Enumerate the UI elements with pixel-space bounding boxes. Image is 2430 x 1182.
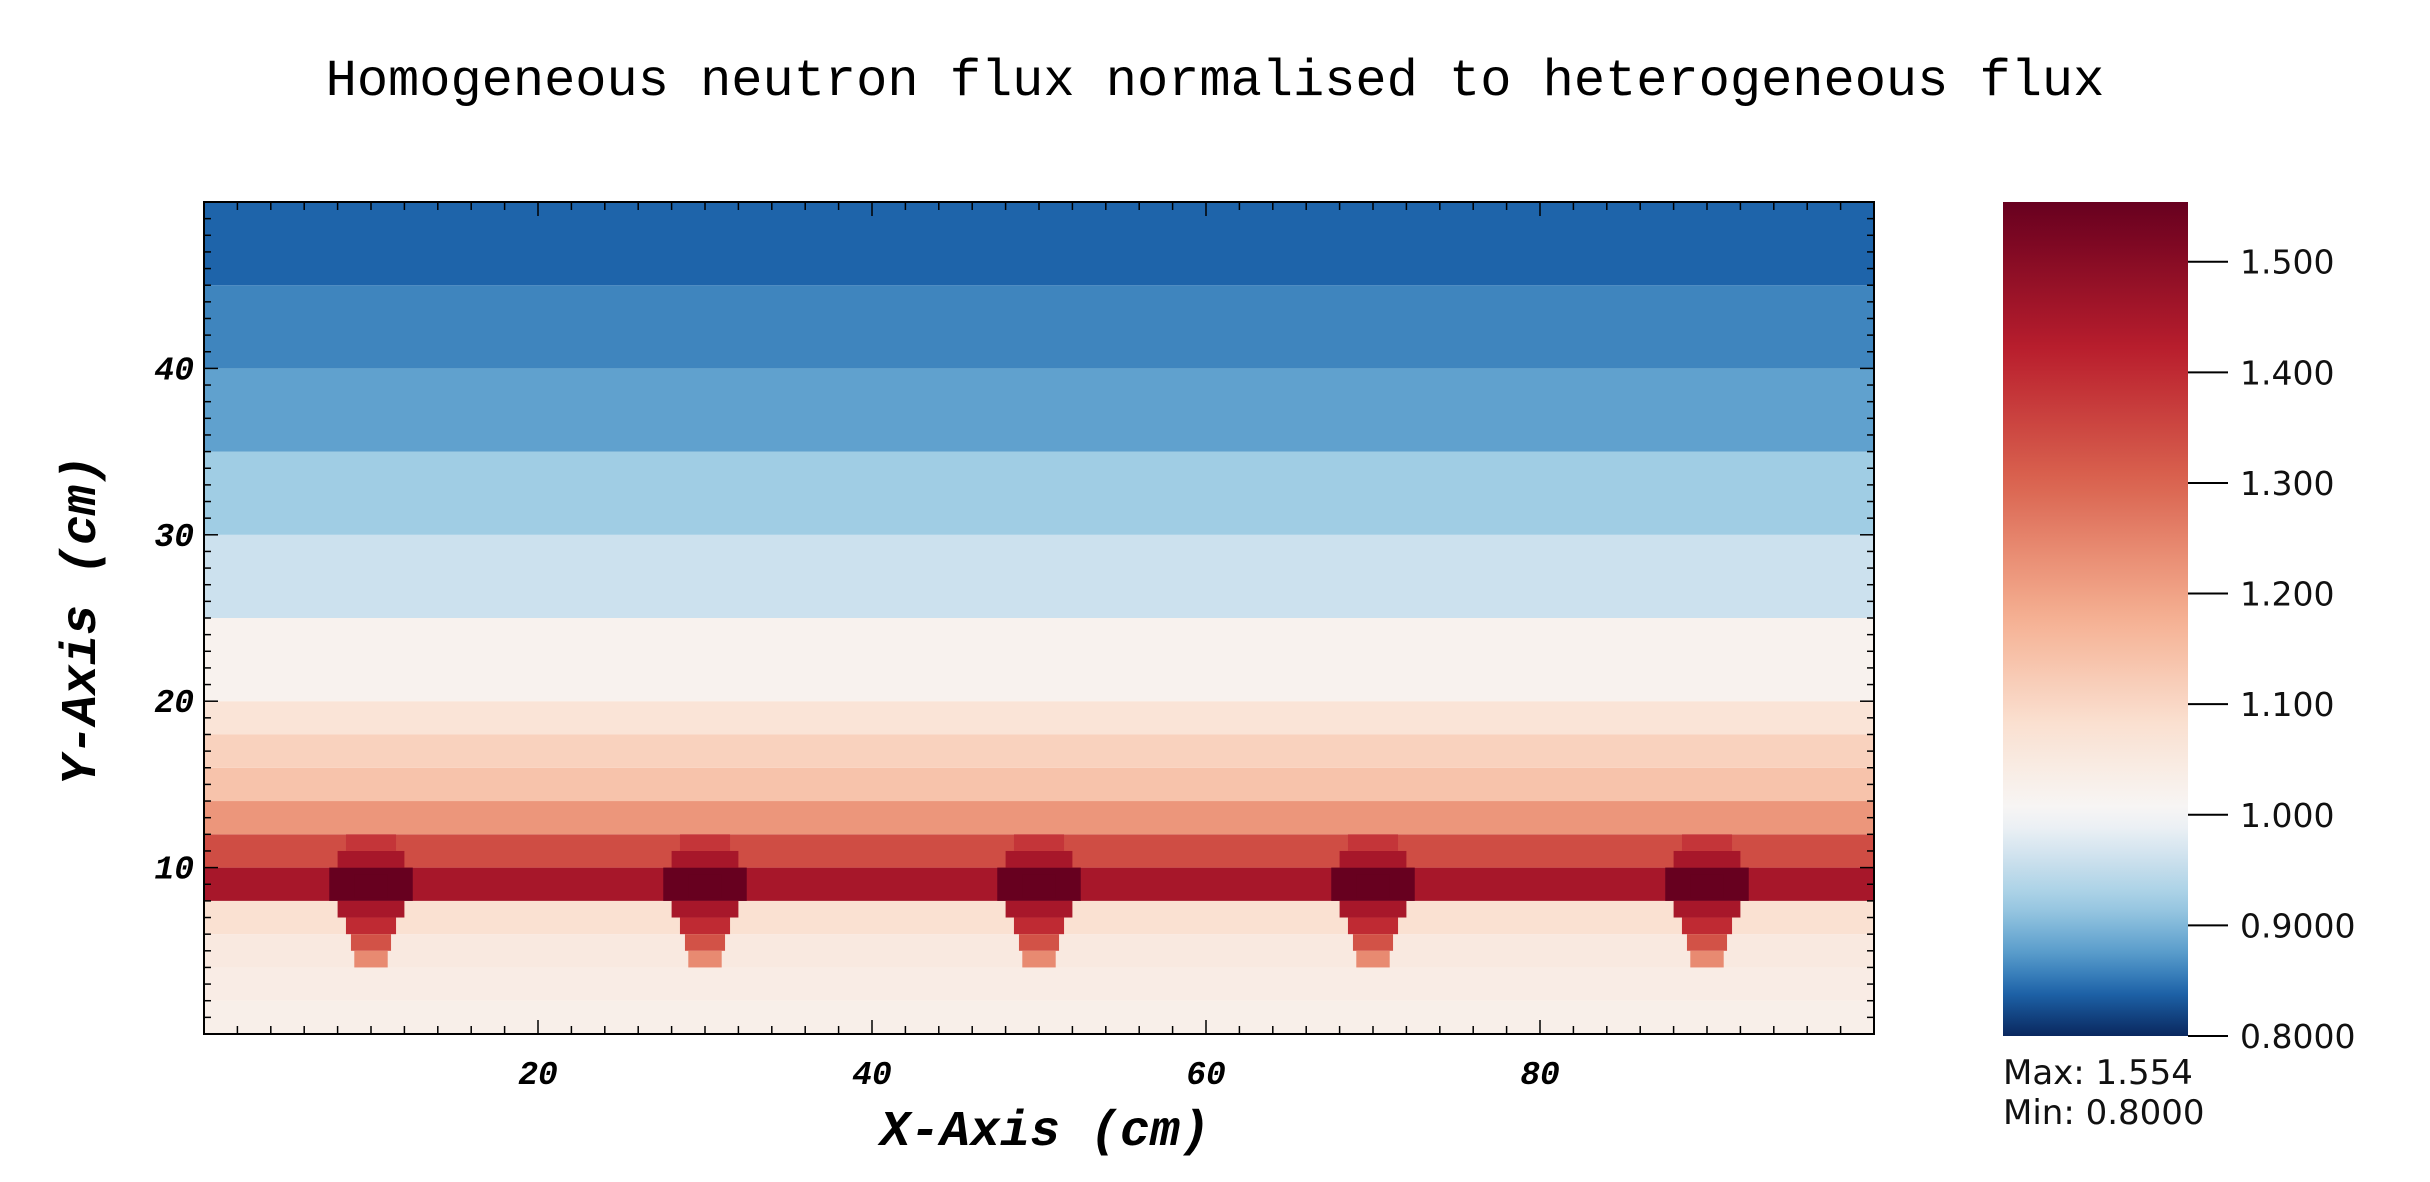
heatmap-band-7	[204, 767, 1874, 802]
y-tick-label: 10	[154, 852, 194, 889]
heatmap-band-8	[204, 734, 1874, 768]
hotspot-3	[1331, 834, 1415, 968]
colorbar-tick-label: 1.000	[2240, 796, 2334, 835]
axes: 20 40 60 80 10 20 30 40	[154, 201, 1875, 1094]
x-axis-title: X-Axis (cm)	[877, 1104, 1210, 1161]
x-tick-label: 80	[1520, 1057, 1560, 1094]
heatmap-band-15	[204, 202, 1874, 286]
plot-area	[204, 202, 1874, 1034]
hotspot-0	[329, 834, 413, 968]
y-tick-label: 30	[154, 519, 194, 556]
y-tick-label: 40	[154, 352, 194, 389]
x-tick-label: 60	[1186, 1057, 1226, 1094]
colorbar-tick-label: 1.300	[2240, 464, 2334, 503]
x-tick-label: 40	[852, 1057, 892, 1094]
hotspot-4	[1665, 834, 1749, 968]
colorbar-tick-label: 1.400	[2240, 353, 2334, 392]
heatmap-band-6	[204, 801, 1874, 835]
heatmap-band-13	[204, 368, 1874, 452]
heatmap-band-12	[204, 451, 1874, 535]
hotspot-1	[663, 834, 747, 968]
y-tick-label: 20	[154, 685, 194, 722]
heatmap-band-14	[204, 285, 1874, 369]
colorbar-min-label: Min: 0.8000	[2003, 1093, 2205, 1133]
heatmap-band-11	[204, 534, 1874, 618]
colorbar-tick-label: 1.100	[2240, 685, 2334, 724]
colorbar-max-label: Max: 1.554	[2003, 1053, 2193, 1093]
hotspot-2	[997, 834, 1081, 968]
heatmap-band-1	[204, 967, 1874, 1001]
heatmap-band-9	[204, 701, 1874, 735]
colorbar-tick-label: 1.500	[2240, 243, 2334, 282]
colorbar-gradient	[2003, 202, 2188, 1036]
heatmap-band-10	[204, 618, 1874, 702]
colorbar-tick-label: 0.8000	[2240, 1017, 2355, 1056]
chart-title: Homogeneous neutron flux normalised to h…	[326, 52, 2105, 111]
x-tick-label: 20	[518, 1057, 558, 1094]
colorbar-tick-label: 1.200	[2240, 575, 2334, 614]
colorbar: 1.500 1.400 1.300 1.200 1.100 1.000 0.9000 0.80…	[2003, 202, 2355, 1056]
colorbar-tick-label: 0.9000	[2240, 906, 2355, 945]
y-axis-title: Y-Axis (cm)	[54, 455, 111, 785]
